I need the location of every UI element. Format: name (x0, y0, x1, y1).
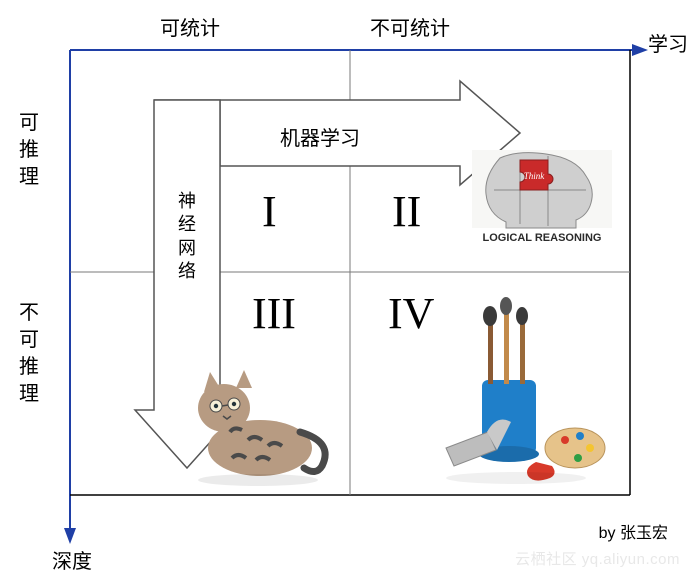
quadrant-2-label: II (392, 186, 421, 237)
diagram-svg: Think LOGICAL REASONING (0, 0, 700, 577)
quadrant-3-label: III (252, 288, 296, 339)
arrow-vertical-label: 神经网络 (178, 190, 196, 284)
arrow-horizontal-label: 机器学习 (280, 122, 360, 151)
credit-text: by 张玉宏 (599, 519, 668, 543)
logical-reasoning-graphic: Think LOGICAL REASONING (472, 150, 612, 244)
cat-graphic (198, 370, 325, 486)
diagram-stage: 可统计 不可统计 学习 深度 可推理 不可推理 (0, 0, 700, 577)
logical-reasoning-caption: LOGICAL REASONING (483, 232, 602, 244)
art-graphic (446, 297, 605, 484)
x-axis-arrowhead (632, 44, 648, 56)
watermark-text: 云栖社区 yq.aliyun.com (515, 548, 680, 569)
y-axis-arrowhead (64, 528, 76, 544)
think-label: Think (524, 171, 546, 181)
quadrant-4-label: IV (388, 288, 434, 339)
arrow-join-patch (155, 101, 219, 167)
quadrant-1-label: I (262, 186, 277, 237)
